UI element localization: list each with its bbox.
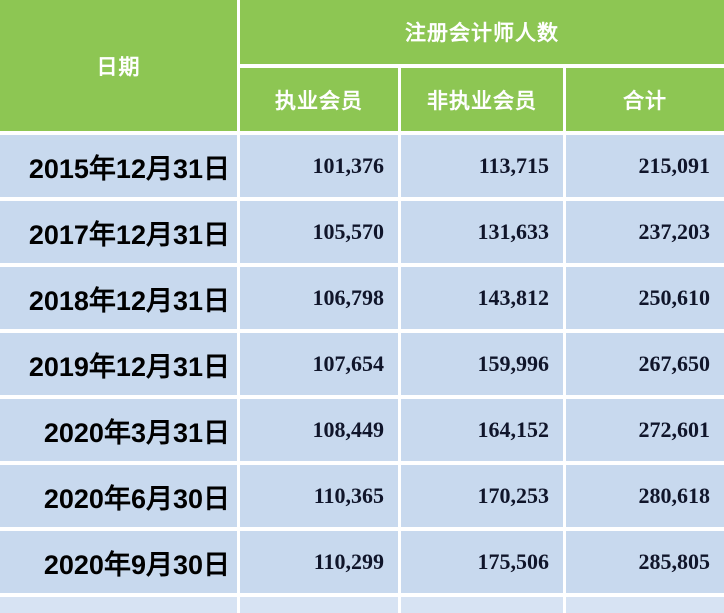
- header-cpa-count-group: 注册会计师人数: [240, 0, 724, 64]
- value-cell-practicing: 110,299: [240, 531, 398, 593]
- partial-row-date-cell: [0, 597, 237, 613]
- partial-row-value-cell: [566, 597, 724, 613]
- date-cell: 2018年12月31日: [0, 267, 237, 329]
- value-cell-total: 285,805: [566, 531, 724, 593]
- partial-row-value-cell: [401, 597, 563, 613]
- value-cell-practicing: 101,376: [240, 135, 398, 197]
- value-cell-non-practicing: 159,996: [401, 333, 563, 395]
- header-practicing-members: 执业会员: [240, 68, 398, 131]
- header-total: 合计: [566, 68, 724, 131]
- value-cell-practicing: 110,365: [240, 465, 398, 527]
- header-non-practicing-members: 非执业会员: [401, 68, 563, 131]
- value-cell-non-practicing: 175,506: [401, 531, 563, 593]
- partial-row-value-cell: [240, 597, 398, 613]
- value-cell-total: 267,650: [566, 333, 724, 395]
- value-cell-practicing: 107,654: [240, 333, 398, 395]
- date-cell: 2020年6月30日: [0, 465, 237, 527]
- value-cell-practicing: 105,570: [240, 201, 398, 263]
- date-cell: 2015年12月31日: [0, 135, 237, 197]
- value-cell-non-practicing: 170,253: [401, 465, 563, 527]
- value-cell-total: 250,610: [566, 267, 724, 329]
- value-cell-total: 280,618: [566, 465, 724, 527]
- value-cell-non-practicing: 143,812: [401, 267, 563, 329]
- date-cell: 2020年3月31日: [0, 399, 237, 461]
- value-cell-non-practicing: 131,633: [401, 201, 563, 263]
- value-cell-non-practicing: 164,152: [401, 399, 563, 461]
- value-cell-practicing: 106,798: [240, 267, 398, 329]
- date-cell: 2019年12月31日: [0, 333, 237, 395]
- date-cell: 2017年12月31日: [0, 201, 237, 263]
- value-cell-total: 272,601: [566, 399, 724, 461]
- value-cell-total: 215,091: [566, 135, 724, 197]
- value-cell-total: 237,203: [566, 201, 724, 263]
- header-date: 日期: [0, 0, 237, 131]
- date-cell: 2020年9月30日: [0, 531, 237, 593]
- value-cell-non-practicing: 113,715: [401, 135, 563, 197]
- value-cell-practicing: 108,449: [240, 399, 398, 461]
